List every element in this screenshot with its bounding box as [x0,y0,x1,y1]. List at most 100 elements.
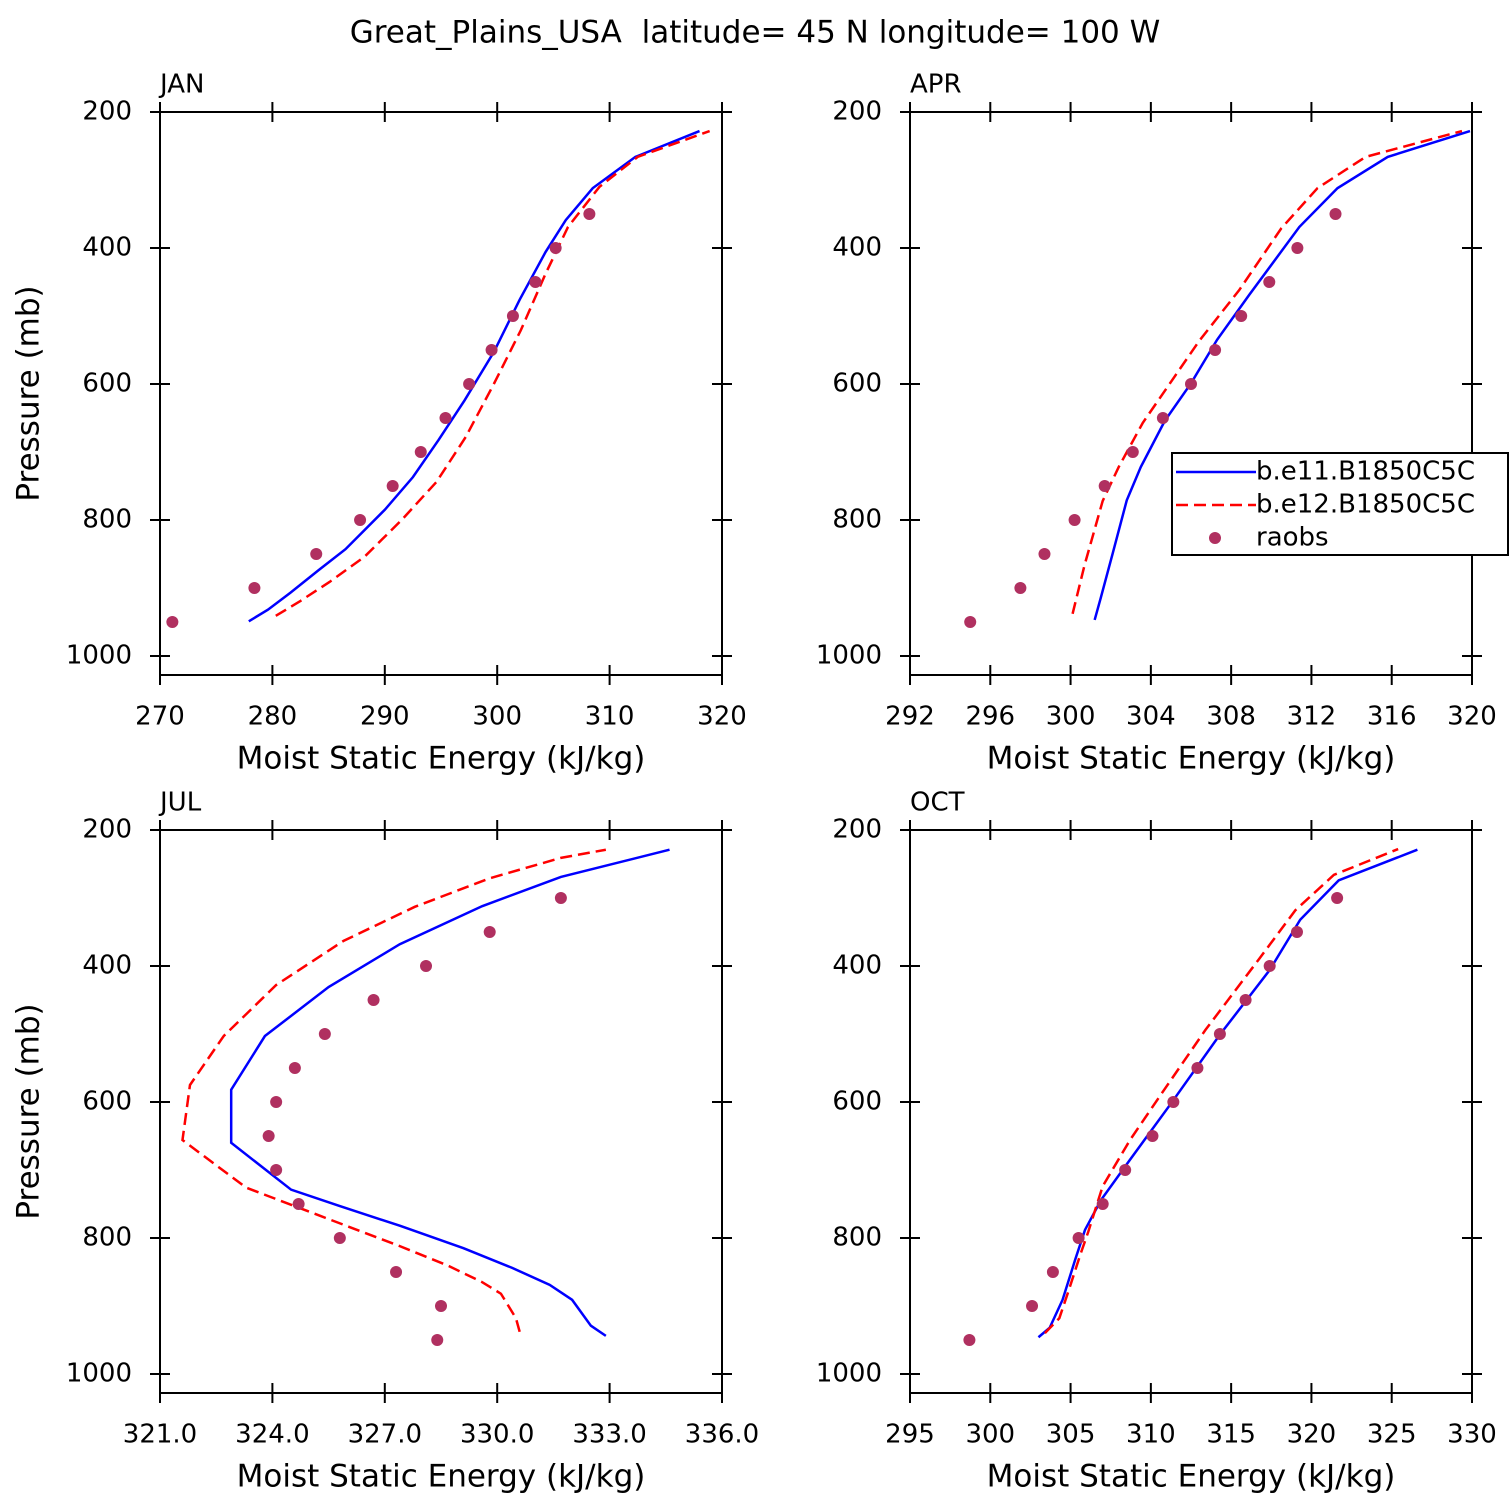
panel-title: JAN [158,70,204,100]
plot-frame [159,111,723,676]
raob-point [554,891,567,904]
x-tick-label: 320 [697,702,747,732]
raob-point [1046,1265,1059,1278]
raob-point [506,309,519,322]
y-tick-label: 600 [832,368,882,398]
y-tick-label: 600 [82,1086,132,1116]
raob-point [549,241,562,254]
raob-point [1119,1163,1132,1176]
plot-frame [159,829,723,1394]
panel-title: JUL [158,788,202,818]
raob-point [1329,207,1342,220]
raob-point [270,1163,283,1176]
raob-point [288,1061,301,1074]
y-tick-label: 200 [832,815,882,845]
raob-point [1126,445,1139,458]
panel-title: OCT [910,788,965,818]
raob-point [1072,1231,1085,1244]
x-tick-label: 296 [965,702,1015,732]
y-tick-label: 1000 [816,1358,882,1388]
x-tick-label: 315 [1206,1420,1256,1450]
raob-point [1098,479,1111,492]
x-tick-label: 292 [885,702,935,732]
x-tick-label: 310 [1126,1420,1176,1450]
legend-label: b.e12.B1850C5C [1256,490,1475,520]
x-tick-label: 325 [1367,1420,1417,1450]
raob-point [435,1299,447,1312]
raob-point [431,1333,444,1346]
series-line [181,848,607,1333]
raob-point [439,411,452,424]
y-tick-label: 1000 [66,640,132,670]
raob-point [262,1129,275,1142]
y-tick-label: 400 [832,950,882,980]
x-axis-label: Moist Static Energy (kJ/kg) [987,741,1396,777]
legend-label: raobs [1256,523,1329,553]
y-tick-label: 600 [82,368,132,398]
x-axis-label: Moist Static Energy (kJ/kg) [237,1459,646,1495]
series-line [1043,847,1399,1335]
raob-point [390,1265,403,1278]
y-tick-label: 1000 [66,1358,132,1388]
y-axis-label: Pressure (mb) [11,285,47,501]
raob-point [964,615,977,628]
raob-point [1014,581,1027,594]
y-axis-label: Pressure (mb) [11,1003,47,1219]
x-tick-label: 316 [1367,702,1417,732]
y-tick-label: 800 [82,1222,132,1252]
raob-point [1290,925,1303,938]
raob-point [386,479,399,492]
x-tick-label: 270 [135,702,185,732]
raob-point [1146,1129,1159,1142]
raob-point [1185,377,1197,390]
x-tick-label: 324.0 [235,1420,309,1450]
x-axis-label: Moist Static Energy (kJ/kg) [987,1459,1396,1495]
raob-point [318,1027,331,1040]
raob-point [420,959,433,972]
y-tick-label: 800 [832,1222,882,1252]
raob-point [1263,959,1276,972]
raob-point [292,1197,305,1210]
series-line [248,129,700,623]
raob-point [485,343,498,356]
raob-point [1096,1197,1109,1210]
raob-point [483,925,496,938]
x-tick-label: 300 [965,1420,1015,1450]
legend-label: b.e11.B1850C5C [1256,457,1475,487]
x-tick-label: 330.0 [460,1420,534,1450]
raob-point [1239,993,1252,1006]
raob-point [463,377,476,390]
x-tick-label: 330 [1447,1420,1497,1450]
raob-point [248,581,261,594]
x-tick-label: 290 [360,702,410,732]
y-tick-label: 400 [82,950,132,980]
raob-point [1235,309,1248,322]
raob-point [354,513,367,526]
raob-point [1068,513,1081,526]
raob-point [1191,1061,1204,1074]
x-tick-label: 333.0 [572,1420,646,1450]
y-tick-label: 400 [82,232,132,262]
raob-point [270,1095,283,1108]
raob-point [1291,241,1304,254]
y-tick-label: 1000 [816,640,882,670]
x-tick-label: 305 [1046,1420,1096,1450]
raob-point [333,1231,346,1244]
x-tick-label: 300 [472,702,522,732]
y-tick-label: 200 [832,97,882,127]
x-tick-label: 320 [1447,702,1497,732]
y-tick-label: 800 [82,504,132,534]
panel-title: APR [910,70,962,100]
x-tick-label: 280 [248,702,298,732]
x-tick-label: 310 [585,702,635,732]
raob-point [367,993,380,1006]
raob-point [1038,547,1051,560]
raob-point [1026,1299,1039,1312]
x-axis-label: Moist Static Energy (kJ/kg) [237,741,646,777]
x-tick-label: 336.0 [685,1420,759,1450]
x-tick-label: 300 [1046,702,1096,732]
raob-point [529,275,542,288]
x-tick-label: 295 [885,1420,935,1450]
raob-point [1209,343,1222,356]
raob-point [1331,891,1344,904]
